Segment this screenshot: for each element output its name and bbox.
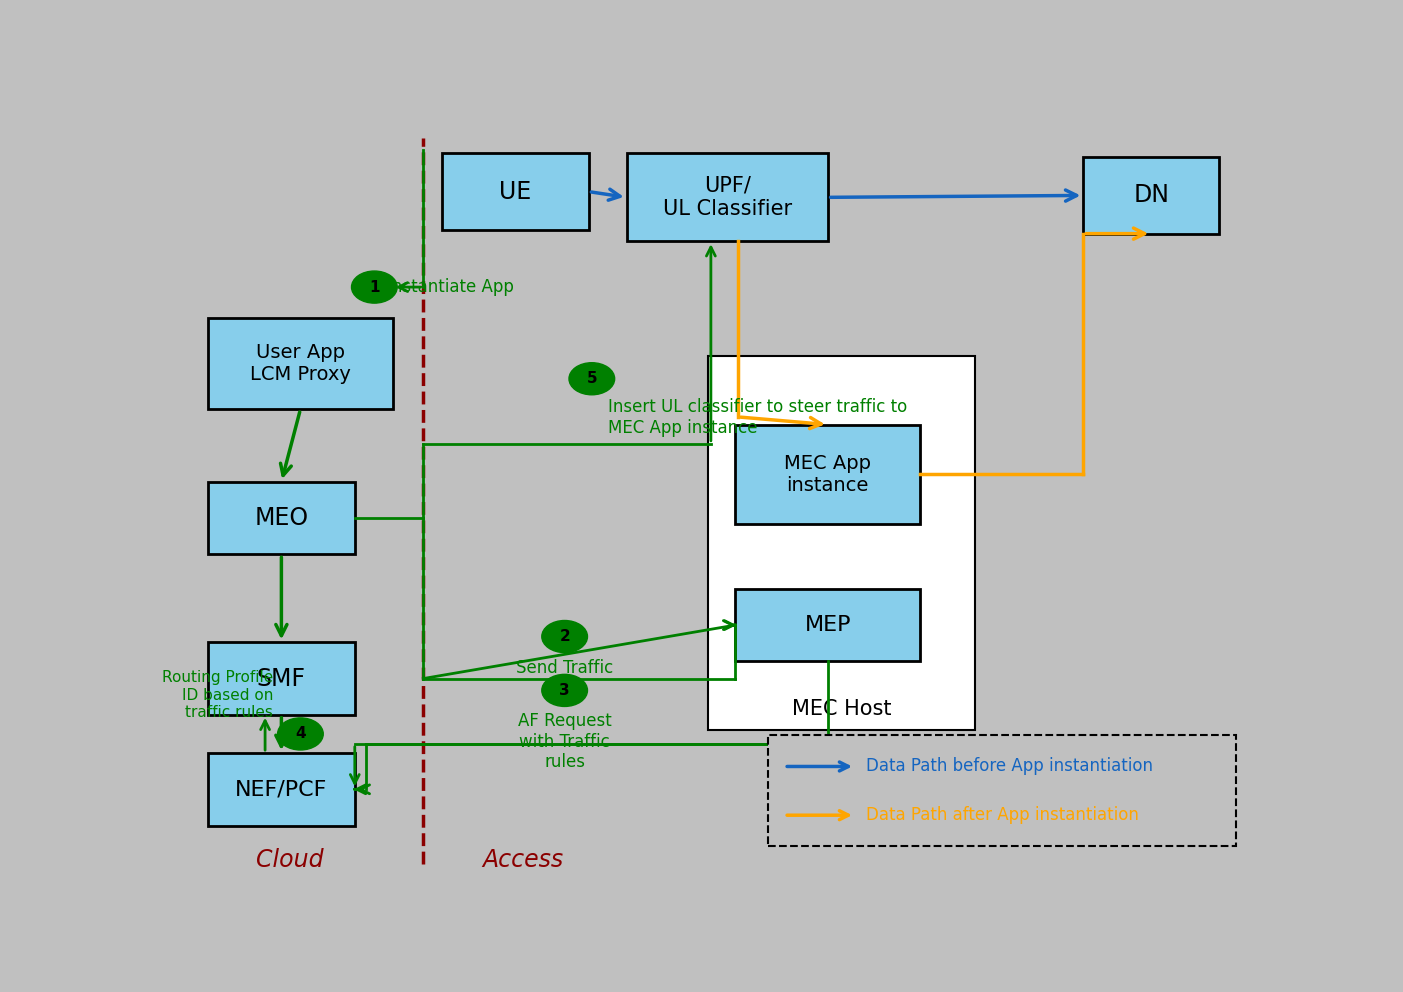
Text: 4: 4 [295, 726, 306, 741]
Text: UE: UE [499, 180, 532, 203]
FancyBboxPatch shape [208, 317, 393, 410]
FancyBboxPatch shape [208, 482, 355, 555]
Text: 2: 2 [560, 629, 570, 644]
Circle shape [542, 675, 588, 706]
FancyBboxPatch shape [1083, 157, 1219, 234]
Text: NEF/PCF: NEF/PCF [236, 780, 327, 800]
Circle shape [352, 271, 397, 304]
FancyBboxPatch shape [442, 154, 589, 230]
FancyBboxPatch shape [735, 425, 920, 524]
Text: 1: 1 [369, 280, 380, 295]
Text: MEC Host: MEC Host [791, 698, 891, 719]
Text: 5: 5 [586, 371, 598, 386]
FancyBboxPatch shape [627, 154, 828, 241]
Text: 3: 3 [560, 682, 570, 698]
Text: Send Traffic
rules: Send Traffic rules [516, 660, 613, 698]
Text: Access: Access [483, 848, 564, 872]
Text: Instantiate App: Instantiate App [387, 278, 515, 296]
FancyBboxPatch shape [709, 356, 975, 730]
Text: Routing Profile
ID based on
traffic rules: Routing Profile ID based on traffic rule… [161, 671, 274, 720]
Text: User App
LCM Proxy: User App LCM Proxy [250, 343, 351, 384]
Text: Insert UL classifier to steer traffic to
MEC App instance: Insert UL classifier to steer traffic to… [607, 398, 908, 436]
Text: Data Path before App instantiation: Data Path before App instantiation [866, 758, 1153, 776]
Text: UPF/
UL Classifier: UPF/ UL Classifier [662, 176, 791, 219]
Circle shape [542, 621, 588, 653]
Text: AF Request
with Traffic
rules: AF Request with Traffic rules [518, 712, 612, 772]
Text: DN: DN [1134, 184, 1169, 207]
Text: MEC App
instance: MEC App instance [784, 453, 871, 495]
Text: Data Path after App instantiation: Data Path after App instantiation [866, 806, 1139, 824]
Text: Cloud: Cloud [255, 848, 323, 872]
FancyBboxPatch shape [767, 735, 1236, 846]
Circle shape [278, 718, 323, 750]
Circle shape [570, 363, 615, 395]
FancyBboxPatch shape [735, 589, 920, 662]
FancyBboxPatch shape [208, 753, 355, 825]
Text: MEO: MEO [254, 506, 309, 530]
Text: SMF: SMF [257, 667, 306, 690]
Text: MEP: MEP [804, 615, 852, 635]
FancyBboxPatch shape [208, 642, 355, 715]
